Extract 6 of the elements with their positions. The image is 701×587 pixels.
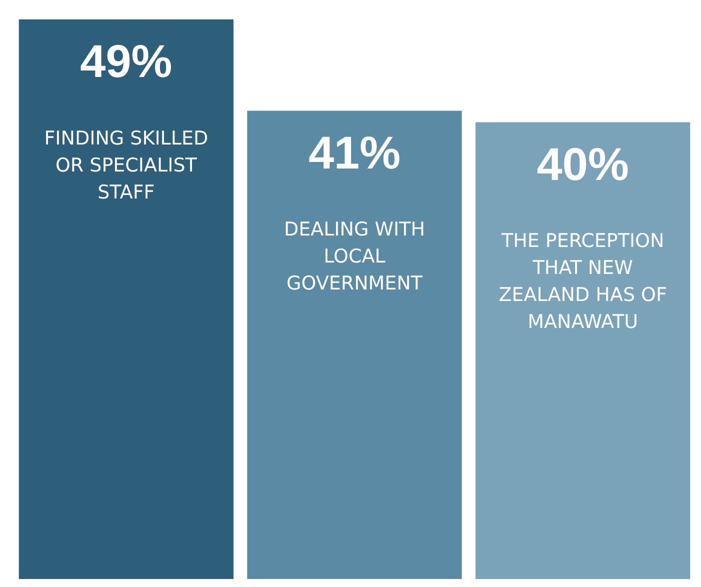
data-label: 41% [308,126,401,178]
x-tick-label: DEALING WITH LOCAL GOVERNMENT [284,218,426,295]
data-label: 49% [80,35,172,88]
data-label: 40% [536,138,629,190]
x-tick-label: FINDING SKILLED OR SPECIALIST STAFF [44,127,208,204]
x-tick-label: THE PERCEPTION THAT NEW ZEALAND HAS OF MANAWATU [498,230,667,334]
